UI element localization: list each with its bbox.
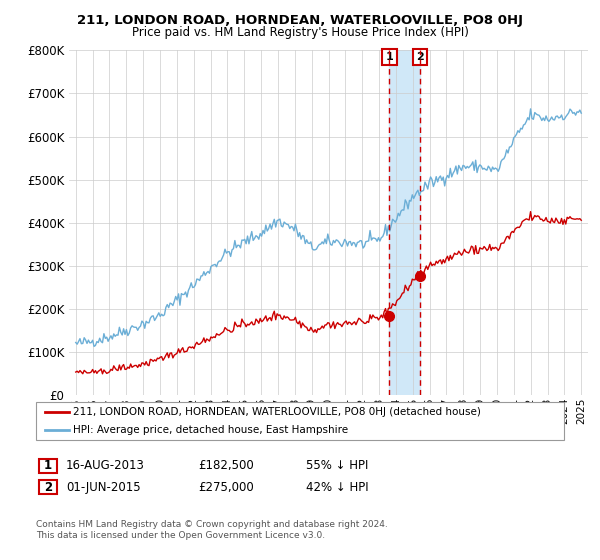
Text: 211, LONDON ROAD, HORNDEAN, WATERLOOVILLE, PO8 0HJ (detached house): 211, LONDON ROAD, HORNDEAN, WATERLOOVILL… <box>73 407 481 417</box>
Text: This data is licensed under the Open Government Licence v3.0.: This data is licensed under the Open Gov… <box>36 531 325 540</box>
Text: Price paid vs. HM Land Registry's House Price Index (HPI): Price paid vs. HM Land Registry's House … <box>131 26 469 39</box>
Text: 42% ↓ HPI: 42% ↓ HPI <box>306 480 368 494</box>
Text: HPI: Average price, detached house, East Hampshire: HPI: Average price, detached house, East… <box>73 424 349 435</box>
Text: 55% ↓ HPI: 55% ↓ HPI <box>306 459 368 473</box>
Bar <box>389 50 420 395</box>
Text: 2: 2 <box>416 52 424 62</box>
Text: £275,000: £275,000 <box>198 480 254 494</box>
Text: 2: 2 <box>44 480 52 494</box>
Text: £182,500: £182,500 <box>198 459 254 473</box>
Text: 1: 1 <box>386 52 394 62</box>
Text: 16-AUG-2013: 16-AUG-2013 <box>66 459 145 473</box>
Text: Contains HM Land Registry data © Crown copyright and database right 2024.: Contains HM Land Registry data © Crown c… <box>36 520 388 529</box>
Text: 211, LONDON ROAD, HORNDEAN, WATERLOOVILLE, PO8 0HJ: 211, LONDON ROAD, HORNDEAN, WATERLOOVILL… <box>77 14 523 27</box>
Text: 01-JUN-2015: 01-JUN-2015 <box>66 480 140 494</box>
Text: 1: 1 <box>44 459 52 473</box>
